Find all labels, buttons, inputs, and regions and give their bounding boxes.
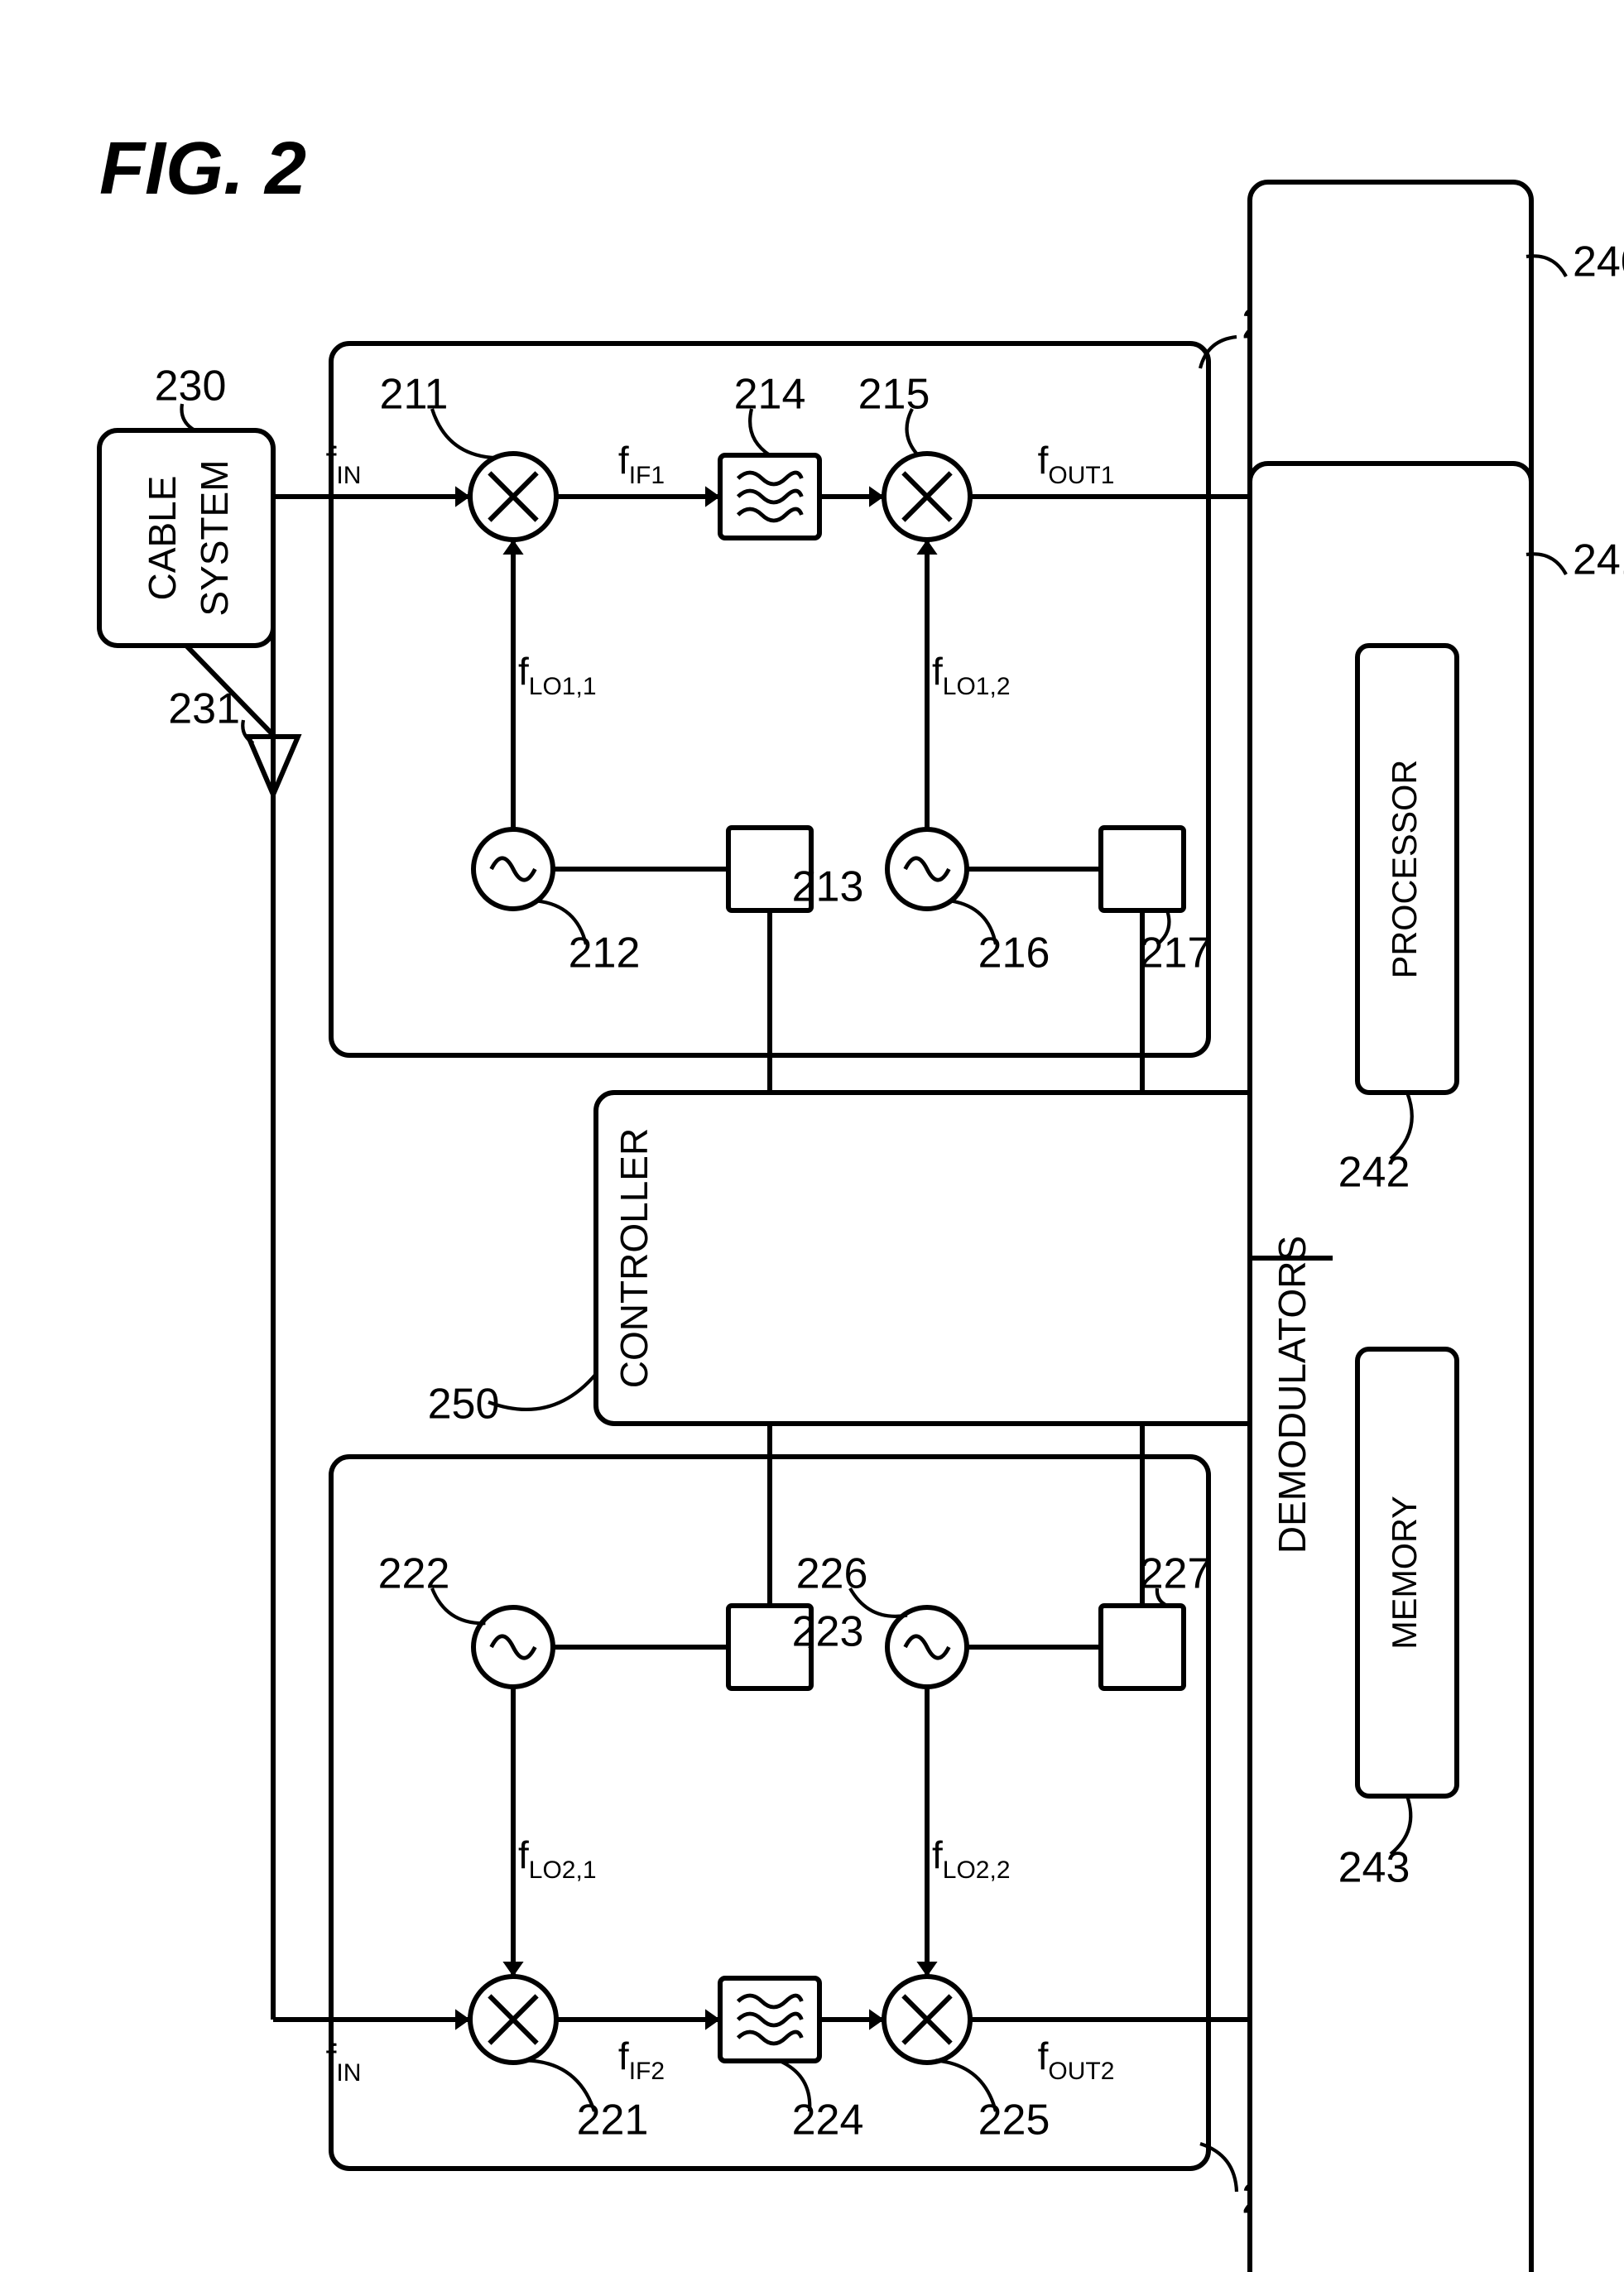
svg-text:231: 231 [168, 685, 240, 733]
svg-text:241: 241 [1573, 536, 1624, 584]
svg-text:222: 222 [378, 1550, 450, 1598]
svg-text:230: 230 [155, 363, 227, 411]
svg-text:223: 223 [792, 1608, 864, 1656]
mixer-1 [470, 1977, 556, 2063]
processor-label: PROCESSOR [1386, 760, 1424, 979]
svg-text:243: 243 [1338, 1844, 1410, 1892]
using-device: USING DEVICE240DEMODULATORS241PROCESSOR2… [1250, 182, 1624, 2272]
mixer-1 [470, 454, 556, 540]
mixer-2 [884, 454, 970, 540]
oscillator-2 [887, 829, 967, 909]
svg-text:224: 224 [792, 2097, 864, 2145]
cable-label-1: CABLE [141, 476, 184, 601]
mixer-2 [884, 1977, 970, 2063]
svg-text:211: 211 [380, 371, 449, 419]
cable-label-2: SYSTEM [193, 459, 236, 616]
bandpass-filter [720, 1978, 819, 2061]
antenna: 231 [168, 646, 298, 844]
oscillator-1 [473, 1607, 553, 1687]
demod-label: DEMODULATORS [1271, 1236, 1314, 1554]
oscillator-1 [473, 829, 553, 909]
controller-label: CONTROLLER [613, 1128, 656, 1388]
cable-system: CABLESYSTEM 230 [99, 363, 273, 646]
figure-title: FIG. 2 [99, 127, 306, 210]
svg-text:221: 221 [577, 2097, 649, 2145]
svg-text:240: 240 [1573, 238, 1624, 286]
oscillator-2 [887, 1607, 967, 1687]
svg-text:227: 227 [1140, 1550, 1212, 1598]
svg-text:213: 213 [792, 863, 864, 911]
svg-text:242: 242 [1338, 1149, 1410, 1197]
svg-text:215: 215 [858, 371, 930, 419]
svg-text:214: 214 [734, 371, 806, 419]
pll-2 [1101, 828, 1184, 910]
block-diagram: FIG. 2200CABLESYSTEM230231210220fINfINCO… [0, 0, 1624, 2272]
svg-text:226: 226 [796, 1550, 868, 1598]
memory-label: MEMORY [1386, 1496, 1424, 1650]
svg-text:212: 212 [569, 929, 641, 977]
controller: CONTROLLER 250 [428, 1093, 1333, 1429]
svg-text:225: 225 [978, 2097, 1050, 2145]
pll-2 [1101, 1606, 1184, 1688]
svg-text:217: 217 [1140, 929, 1212, 977]
bandpass-filter [720, 455, 819, 538]
svg-text:216: 216 [978, 929, 1050, 977]
svg-text:250: 250 [428, 1381, 500, 1429]
